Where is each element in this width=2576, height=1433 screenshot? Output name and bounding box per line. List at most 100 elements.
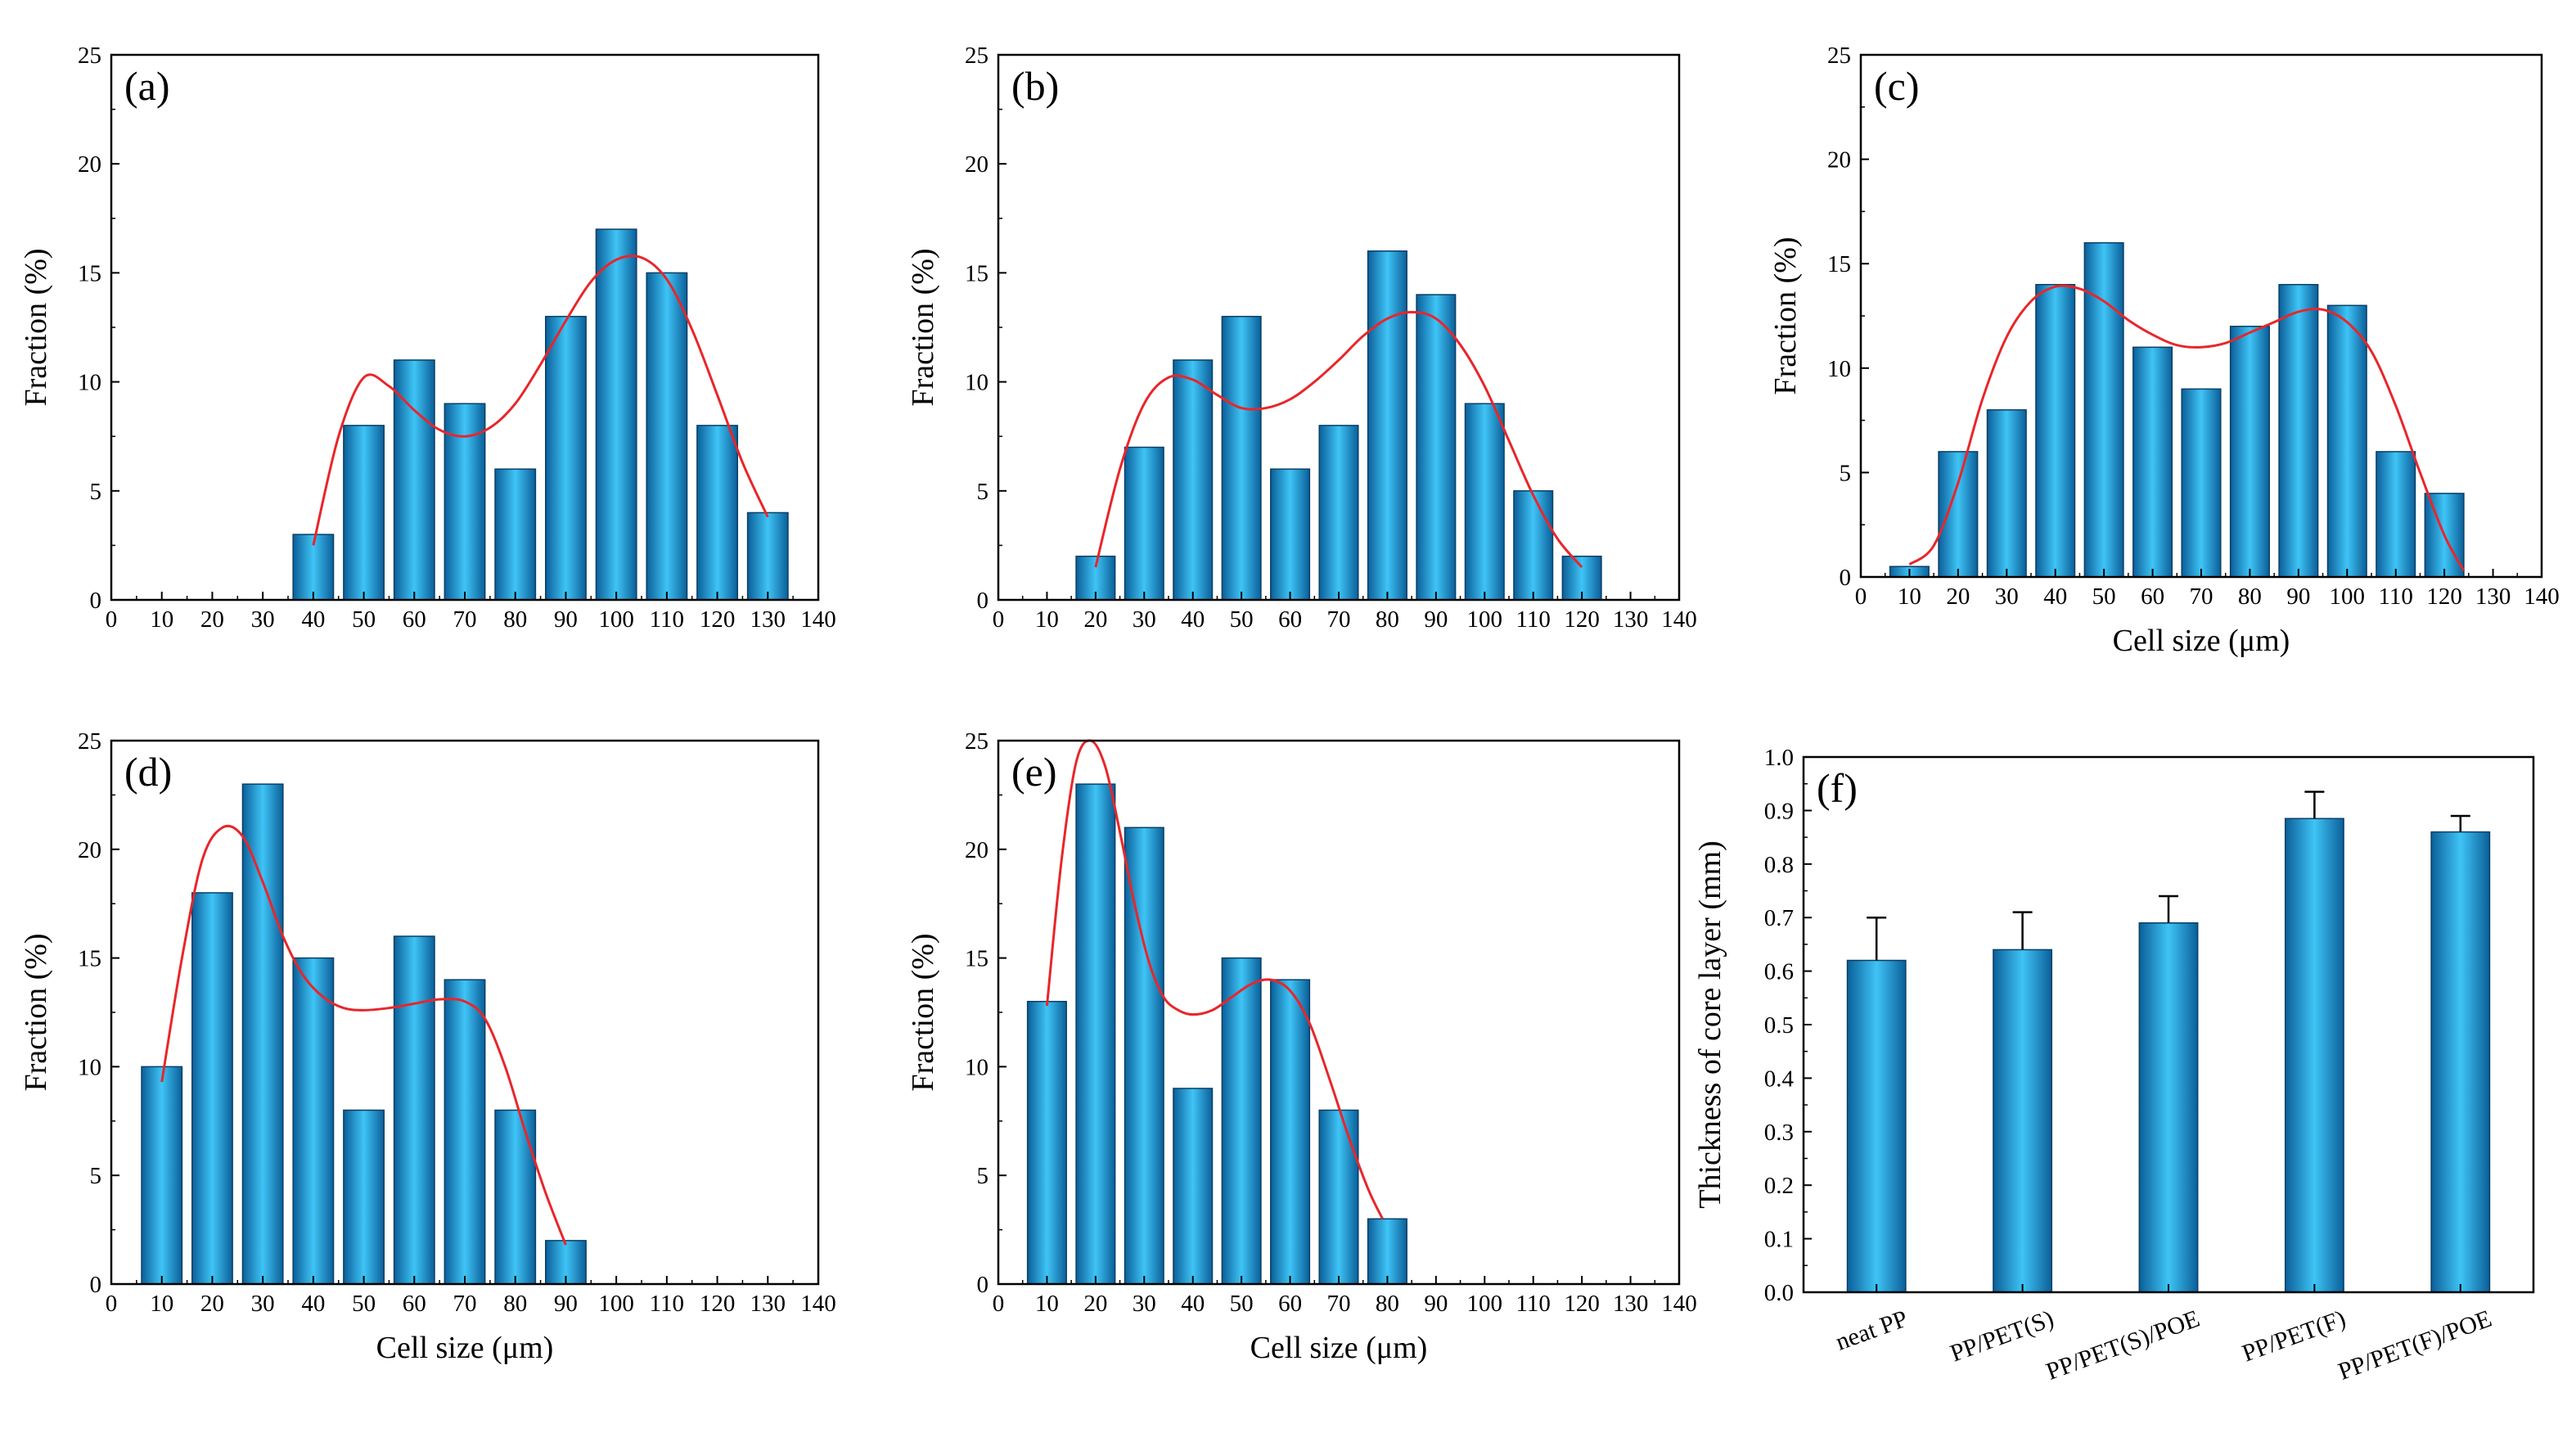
histogram-bar	[393, 935, 435, 1285]
y-tick-label: 0.3	[1764, 1120, 1794, 1146]
x-tick-label: 100	[2330, 584, 2366, 610]
y-tick-label: 5	[90, 1163, 102, 1189]
y-tick-label: 0.4	[1764, 1066, 1795, 1092]
histogram-bar	[1221, 315, 1262, 601]
y-tick-label: 0	[90, 1272, 102, 1298]
x-tick-label: 60	[2141, 584, 2164, 610]
thickness-bar	[1846, 959, 1907, 1293]
fit-curve	[1094, 310, 1583, 569]
fit-curve	[312, 255, 769, 546]
x-tick-label: 60	[1278, 606, 1302, 633]
histogram-bar	[1464, 403, 1505, 601]
y-tick-label: 10	[78, 1054, 101, 1080]
histogram-bar	[1367, 250, 1407, 601]
plot-frame	[997, 53, 1681, 602]
x-axis-title: Cell size (μm)	[2113, 624, 2290, 658]
histogram-bar	[393, 359, 435, 601]
histogram-bar	[343, 425, 385, 601]
x-tick-label: 50	[352, 1291, 376, 1317]
x-tick-label: 20	[1083, 606, 1107, 633]
y-tick-label: 0.7	[1764, 905, 1794, 931]
y-tick-label: 1.0	[1764, 745, 1794, 771]
x-tick-label: 20	[200, 606, 224, 633]
y-tick-label: 10	[965, 370, 989, 396]
x-tick-label: 80	[503, 606, 527, 633]
y-axis-title: Fraction (%)	[19, 248, 53, 406]
x-tick-label: 20	[1083, 1291, 1107, 1317]
x-tick-label: 130	[750, 1291, 786, 1317]
x-tick-label: 50	[1230, 606, 1254, 633]
histogram-bar	[191, 892, 233, 1285]
histogram-bar	[1124, 827, 1164, 1285]
plot-frame	[1802, 755, 2535, 1294]
x-tick-label: 140	[1661, 1291, 1697, 1317]
x-tick-label: 90	[2286, 584, 2310, 610]
y-tick-label: 0.5	[1764, 1012, 1794, 1039]
x-tick-label: 80	[1376, 606, 1399, 633]
chart-panel-f: neat PP PP/PET(S)PP/PET(S)/POE PP/PET(F)PP…	[1693, 745, 2535, 1386]
x-tick-label: 70	[1327, 606, 1351, 633]
x-tick-label: 130	[1613, 606, 1649, 633]
x-tick-label: 120	[1564, 606, 1600, 633]
x-tick-label: 140	[800, 1291, 836, 1317]
y-tick-label: 0.2	[1764, 1173, 1794, 1199]
x-tick-label: 30	[1995, 584, 2019, 610]
y-axis-title: Fraction (%)	[906, 248, 940, 406]
y-tick-label: 0	[1840, 565, 1852, 591]
y-tick-label: 0	[977, 588, 989, 614]
y-tick-label: 5	[977, 1163, 989, 1189]
x-tick-label: 140	[2524, 584, 2560, 610]
histogram-bar	[1221, 957, 1262, 1285]
x-tick-label: 90	[1424, 1291, 1448, 1317]
x-tick-label: 40	[301, 606, 325, 633]
histogram-bar	[746, 511, 789, 601]
x-tick-label: 110	[650, 1291, 684, 1317]
plot-frame	[1859, 53, 2543, 579]
x-tick-label: 0	[993, 1291, 1005, 1317]
x-tick-label: 110	[650, 606, 684, 633]
histogram-bar	[1416, 294, 1457, 601]
histogram-bar	[1075, 783, 1116, 1285]
y-axis-title: Fraction (%)	[1768, 237, 1803, 394]
histogram-bar	[343, 1109, 385, 1285]
x-tick-label: 60	[403, 606, 426, 633]
histogram-bar	[444, 979, 486, 1285]
histogram-bar	[1270, 979, 1311, 1285]
panel-label: (c)	[1874, 63, 1920, 109]
x-tick-label: 110	[2378, 584, 2412, 610]
category-label: PP/PET(S)	[1947, 1305, 2057, 1368]
x-tick-label: 130	[1613, 1291, 1649, 1317]
y-tick-label: 0	[90, 588, 102, 614]
x-tick-label: 30	[1133, 1291, 1156, 1317]
histogram-bar	[1173, 359, 1214, 601]
x-tick-label: 140	[1661, 606, 1697, 633]
x-tick-label: 120	[700, 1291, 736, 1317]
y-tick-label: 20	[965, 151, 989, 178]
fit-curve	[160, 824, 567, 1246]
fit-curve	[1908, 284, 2466, 572]
panel-label: (e)	[1011, 749, 1057, 795]
histogram-bar	[494, 1109, 537, 1285]
histogram-bar	[241, 783, 284, 1285]
panel-label: (b)	[1011, 63, 1059, 109]
y-tick-label: 0.6	[1764, 959, 1794, 985]
y-tick-label: 0.0	[1764, 1280, 1794, 1306]
y-tick-label: 25	[1827, 43, 1851, 69]
y-tick-label: 25	[78, 43, 101, 69]
histogram-bar	[1173, 1088, 1214, 1285]
x-tick-label: 70	[453, 606, 477, 633]
y-tick-label: 5	[90, 479, 102, 505]
histogram-bar	[2181, 388, 2222, 578]
x-tick-label: 90	[554, 606, 578, 633]
histogram-bar	[141, 1066, 183, 1285]
x-tick-label: 100	[598, 1291, 634, 1317]
x-tick-label: 90	[554, 1291, 578, 1317]
plot-frame	[110, 739, 820, 1286]
plot-frame	[110, 53, 820, 602]
thickness-bar	[2430, 831, 2491, 1293]
histogram-bar	[1938, 451, 1979, 578]
y-tick-label: 25	[78, 728, 101, 755]
histogram-bar	[1986, 409, 2027, 578]
